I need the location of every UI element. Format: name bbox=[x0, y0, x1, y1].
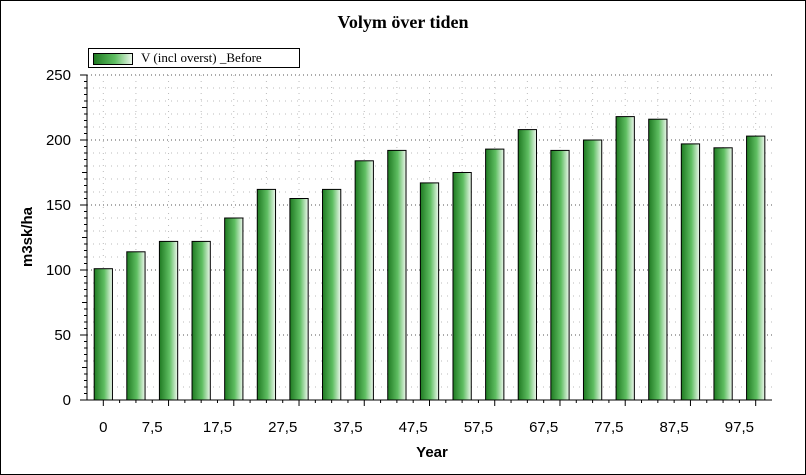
x-tick-label: 67,5 bbox=[529, 419, 558, 436]
y-tick-labels: 0 50 100 150 200 250 bbox=[46, 67, 71, 409]
x-tick-label: 37,5 bbox=[333, 419, 362, 436]
bar bbox=[224, 217, 244, 401]
y-tick-label: 200 bbox=[46, 132, 71, 149]
bar bbox=[648, 118, 668, 401]
x-tick-label: 77,5 bbox=[594, 419, 623, 436]
y-axis-title: m3sk/ha bbox=[19, 206, 36, 267]
bar bbox=[387, 149, 407, 401]
x-tick-labels: 0 7,5 17,5 27,5 37,5 47,5 57,5 67,5 77,5 87,5 97,5 bbox=[99, 419, 754, 436]
bar bbox=[354, 160, 374, 401]
bar bbox=[550, 149, 570, 401]
x-tick-label: 7,5 bbox=[142, 419, 163, 436]
bar bbox=[191, 240, 211, 401]
bar bbox=[713, 147, 733, 401]
bar bbox=[256, 188, 277, 401]
y-tick-label: 150 bbox=[46, 197, 71, 214]
x-tick-label: 57,5 bbox=[464, 419, 493, 436]
bar bbox=[158, 240, 179, 401]
x-axis-title: Year bbox=[416, 444, 448, 461]
y-tick-label: 100 bbox=[46, 262, 71, 279]
y-tick-label: 50 bbox=[54, 327, 71, 344]
x-tick-label: 97,5 bbox=[725, 419, 754, 436]
axes bbox=[80, 74, 772, 406]
bar bbox=[289, 198, 309, 401]
bar bbox=[680, 143, 701, 401]
bar bbox=[517, 129, 537, 401]
bars bbox=[93, 116, 766, 401]
y-tick-label: 250 bbox=[46, 67, 71, 84]
legend-swatch bbox=[93, 53, 133, 65]
bar bbox=[452, 172, 472, 401]
bar bbox=[322, 188, 342, 401]
legend: V (incl overst) _Before bbox=[88, 48, 300, 68]
bar bbox=[615, 116, 635, 401]
x-tick-label: 0 bbox=[99, 419, 107, 436]
x-tick-label: 17,5 bbox=[203, 419, 232, 436]
bar bbox=[582, 139, 603, 401]
x-tick-label: 27,5 bbox=[268, 419, 297, 436]
x-tick-label: 47,5 bbox=[399, 419, 428, 436]
bar bbox=[485, 148, 505, 401]
bar bbox=[93, 268, 113, 401]
x-tick-label: 87,5 bbox=[660, 419, 689, 436]
bar bbox=[419, 182, 440, 401]
bar bbox=[126, 251, 146, 401]
y-tick-label: 0 bbox=[63, 392, 71, 409]
bar bbox=[746, 135, 766, 401]
legend-series-label: V (incl overst) _Before bbox=[141, 50, 262, 65]
chart-title: Volym över tiden bbox=[337, 12, 469, 32]
